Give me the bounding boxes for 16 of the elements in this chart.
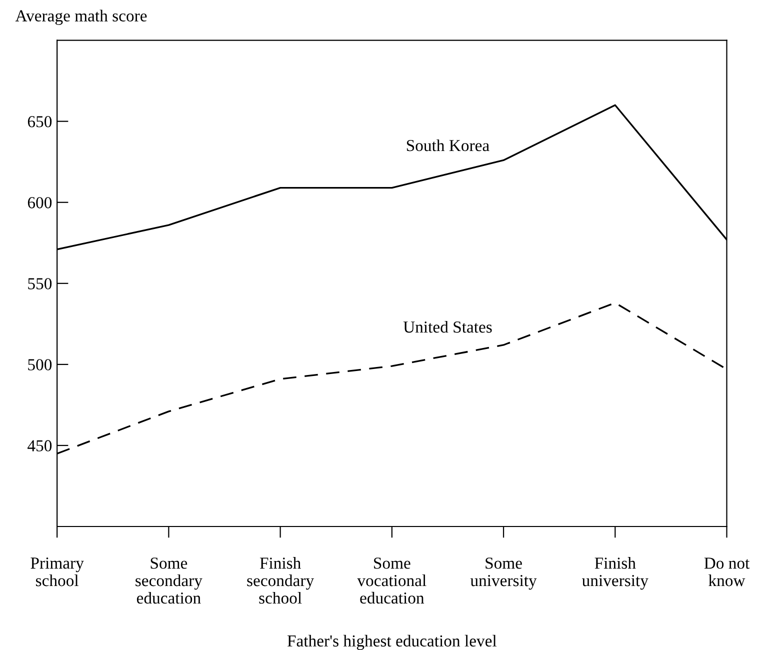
x-tick-label: Finish university [582, 557, 648, 590]
x-axis-title: Father's highest education level [287, 634, 497, 650]
x-tick-label: Some university [470, 558, 537, 590]
x-tick-label: Some vocational education [357, 558, 426, 604]
y-tick-label: 500 [28, 359, 52, 370]
series-label: South Korea [406, 139, 490, 152]
series-label: United States [403, 320, 492, 333]
y-tick-label: 550 [28, 278, 52, 290]
x-tick-label: Primary school [30, 558, 84, 586]
x-tick-label: Do not know [704, 558, 750, 586]
y-axis-title: Average math score [15, 10, 147, 25]
x-tick-label: Finish secondary school [247, 557, 314, 604]
y-tick-label: 600 [28, 197, 52, 208]
x-tick-label: Some secondary education [136, 558, 202, 604]
y-tick-label: 650 [28, 116, 52, 128]
y-tick-label: 450 [28, 440, 52, 452]
